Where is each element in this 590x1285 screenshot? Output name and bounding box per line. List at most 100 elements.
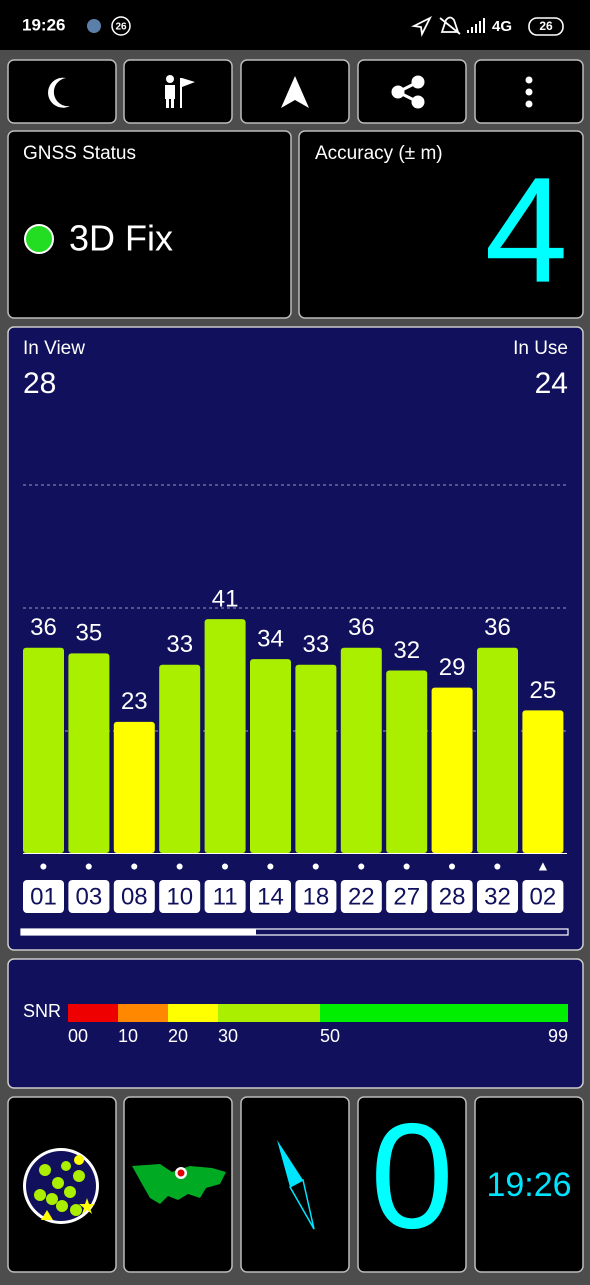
mute-icon [439, 16, 461, 35]
in-use-label: In Use [513, 338, 568, 359]
menu-icon [525, 76, 533, 108]
guide-icon [165, 75, 195, 108]
gnss-status-panel [7, 130, 292, 319]
snr-scale-segment [168, 1004, 218, 1022]
snr-scale-segment [68, 1004, 118, 1022]
in-view-value: 28 [23, 367, 56, 400]
constellation-marker: ● [85, 858, 93, 874]
satellite-id: 28 [439, 883, 466, 910]
bar-value-label: 23 [121, 688, 148, 715]
satellite-id: 10 [166, 883, 193, 910]
signal-bar [204, 619, 246, 853]
signal-bar [68, 653, 110, 853]
snr-tick-label: 99 [548, 1026, 568, 1046]
signal-bar [295, 664, 337, 853]
snr-scale-segment [218, 1004, 320, 1022]
bar-value-label: 33 [303, 631, 330, 658]
constellation-marker: ● [357, 858, 365, 874]
snr-tick-label: 20 [168, 1026, 188, 1046]
constellation-marker: ● [312, 858, 320, 874]
bar-value-label: 36 [30, 614, 57, 641]
satellite-id-box [386, 880, 428, 913]
bar-value-label: 35 [76, 620, 103, 647]
satellite-id-box [340, 880, 382, 913]
satellite-id-box [431, 880, 473, 913]
signal-bar [250, 659, 291, 853]
speed-value: 0 [370, 1092, 453, 1260]
satellite-id-box [159, 880, 201, 913]
constellation-marker: ● [130, 858, 138, 874]
constellation-marker: ● [448, 858, 456, 874]
gnss-status-title: GNSS Status [23, 143, 136, 164]
status-globe [87, 19, 101, 33]
signal-bar [113, 721, 155, 853]
location-icon [411, 15, 433, 37]
status-network: 4G [492, 18, 512, 35]
satellite-id: 11 [213, 883, 238, 910]
scroll-thumb[interactable] [21, 929, 256, 935]
bar-value-label: 29 [439, 654, 466, 681]
clock-value: 19:26 [486, 1166, 571, 1204]
moon-icon [48, 77, 70, 108]
bar-value-label: 41 [212, 586, 239, 613]
satellite-id: 02 [530, 883, 557, 910]
status-time: 19:26 [22, 15, 65, 34]
status-badge-ring [111, 16, 131, 36]
satellite-id-box [204, 880, 246, 913]
fix-indicator [24, 224, 54, 254]
bar-value-label: 36 [348, 614, 375, 641]
compass-icon [277, 1140, 315, 1230]
snr-tick-label: 30 [218, 1026, 238, 1046]
satellite-id-box [522, 880, 564, 913]
in-view-label: In View [23, 338, 85, 359]
constellation-marker: ● [39, 858, 47, 874]
satellite-id: 27 [393, 883, 420, 910]
snr-label: SNR [23, 1001, 61, 1021]
snr-tick-label: 10 [118, 1026, 138, 1046]
share-button[interactable] [357, 59, 467, 124]
share-icon [391, 75, 425, 109]
signal-bar [522, 710, 564, 853]
battery-frame [528, 17, 564, 36]
satellite-id: 03 [76, 883, 103, 910]
status-badge: 26 [115, 22, 127, 33]
satellite-id: 22 [348, 883, 375, 910]
constellation-marker: ● [493, 858, 501, 874]
snr-scale-segment [118, 1004, 168, 1022]
in-use-value: 24 [535, 367, 568, 400]
constellation-marker: ● [221, 858, 229, 874]
snr-tick-label: 50 [320, 1026, 340, 1046]
bar-value-label: 33 [166, 631, 193, 658]
satellite-id-box [477, 880, 518, 913]
satellite-id-box [23, 880, 64, 913]
satellite-id: 18 [303, 883, 330, 910]
signal-bar [431, 687, 473, 853]
bar-value-label: 34 [257, 625, 284, 652]
signal-bar [340, 647, 382, 853]
signal-bar [23, 647, 64, 853]
speed-tile[interactable] [357, 1096, 467, 1273]
satellite-id-box [295, 880, 337, 913]
gnss-fix: 3D Fix [69, 218, 173, 259]
satellite-id-box [113, 880, 155, 913]
guide-button[interactable] [123, 59, 233, 124]
clock-tile[interactable] [474, 1096, 584, 1273]
bar-value-label: 32 [393, 637, 420, 664]
constellation-marker: ● [175, 858, 183, 874]
accuracy-title: Accuracy (± m) [315, 143, 443, 164]
world-map-icon [132, 1164, 226, 1204]
night-mode-button[interactable] [7, 59, 117, 124]
satellite-id: 08 [121, 883, 148, 910]
bar-value-label: 25 [530, 677, 557, 704]
satellite-id-box [68, 880, 110, 913]
satellite-id-box [250, 880, 291, 913]
accuracy-panel [298, 130, 584, 319]
bar-value-label: 36 [484, 614, 511, 641]
signal-bar [477, 647, 518, 853]
snr-panel [7, 958, 584, 1089]
navigate-icon [281, 76, 309, 108]
constellation-marker: ▲ [536, 858, 550, 874]
satellite-id: 14 [257, 883, 284, 910]
satellite-id: 32 [484, 883, 511, 910]
